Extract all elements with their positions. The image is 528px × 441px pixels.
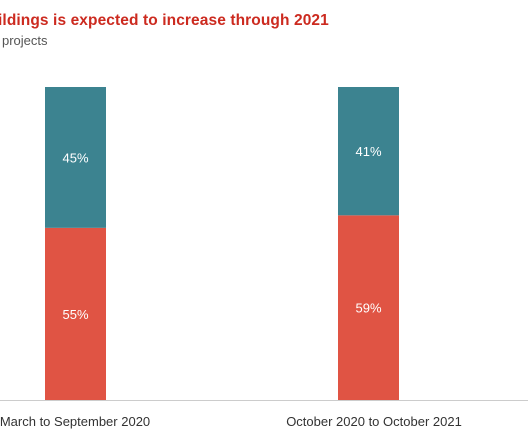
bar-segment-lower-1: [45, 227, 106, 400]
bar-segment-upper-1: [45, 87, 106, 228]
bar-segment-lower-2: [338, 215, 399, 400]
chart-title: ildings is expected to increase through …: [0, 12, 329, 29]
data-label-upper-2: 41%: [355, 144, 381, 159]
data-label-lower-2: 59%: [355, 301, 381, 316]
category-label-2: October 2020 to October 2021: [286, 414, 462, 429]
data-label-lower-1: 55%: [62, 307, 88, 322]
chart-subtitle: projects: [2, 33, 48, 48]
bar-segment-upper-2: [338, 87, 399, 216]
category-label-1: March to September 2020: [0, 414, 150, 429]
data-label-upper-1: 45%: [62, 150, 88, 165]
